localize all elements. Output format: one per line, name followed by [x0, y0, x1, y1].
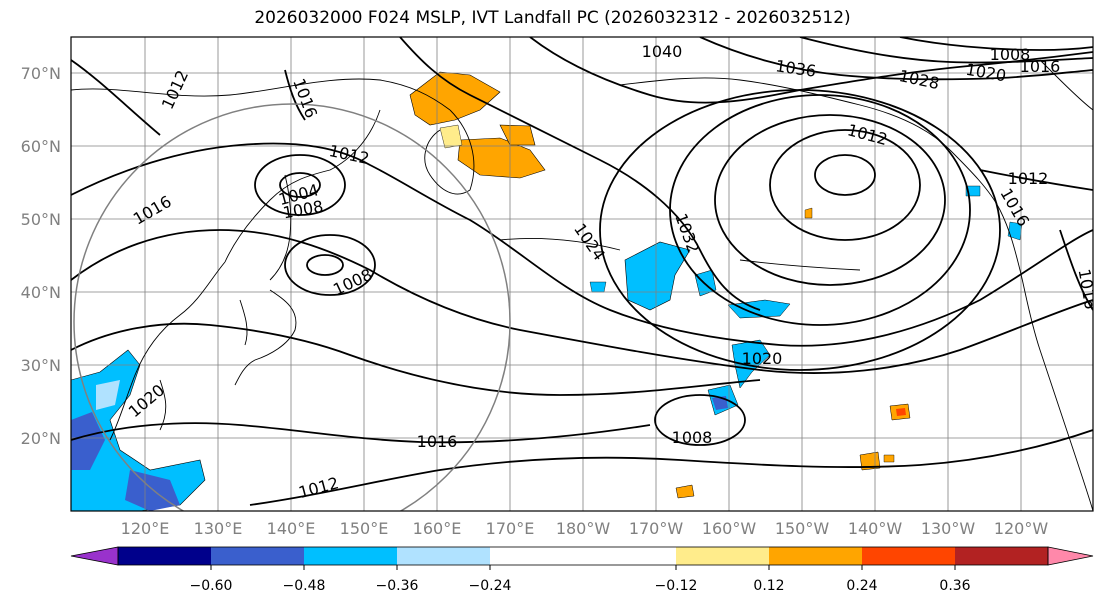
lon-label: 120°E [121, 519, 170, 538]
lat-label: 70°N [21, 64, 61, 83]
isobars [71, 37, 1093, 506]
lat-label: 30°N [21, 356, 61, 375]
colorbar-tick-label: 0.36 [939, 578, 970, 594]
colorbar-tick-label: 0.12 [753, 578, 784, 594]
lat-label: 60°N [21, 137, 61, 156]
lon-label: 180°W [556, 519, 611, 538]
lat-label: 20°N [21, 429, 61, 448]
lon-label: 140°W [848, 519, 903, 538]
colorbar-tick-label: −0.12 [655, 578, 698, 594]
isobar-label: 1012 [1008, 169, 1049, 188]
isobar-label: 1040 [642, 42, 683, 61]
colorbar-cell [118, 547, 212, 565]
map-title: 2026032000 F024 MSLP, IVT Landfall PC (2… [254, 8, 851, 28]
lat-label: 40°N [21, 283, 61, 302]
ivt-shading [71, 71, 1023, 511]
colorbar: −0.60 −0.48 −0.36 −0.24 −0.12 0.12 0.24 0.36 [70, 546, 1094, 594]
graticule [71, 37, 1093, 511]
colorbar-tick-label: −0.48 [283, 578, 326, 594]
colorbar-tick-label: −0.36 [376, 578, 419, 594]
lon-label: 170°W [629, 519, 684, 538]
colorbar-extend-low [71, 547, 118, 565]
lon-label: 130°W [921, 519, 976, 538]
colorbar-cell [769, 547, 863, 565]
longitude-labels: 120°E 130°E 140°E 150°E 160°E 170°E 180°… [121, 519, 1049, 538]
colorbar-cell [490, 547, 677, 565]
lat-label: 50°N [21, 210, 61, 229]
isobar-label: 1020 [742, 349, 783, 368]
lon-label: 120°W [994, 519, 1049, 538]
lon-label: 140°E [267, 519, 316, 538]
colorbar-extend-high [1048, 547, 1093, 565]
colorbar-cell [676, 547, 770, 565]
colorbar-cell [955, 547, 1049, 565]
lon-label: 130°E [194, 519, 243, 538]
colorbar-tick-label: −0.24 [469, 578, 512, 594]
colorbar-tick-label: 0.24 [846, 578, 877, 594]
isobar-label: 1008 [990, 45, 1031, 64]
isobar-label: 1016 [417, 432, 458, 451]
colorbar-cell [304, 547, 398, 565]
colorbar-cell [211, 547, 305, 565]
colorbar-cell [397, 547, 491, 565]
isobar-label: 1008 [672, 428, 713, 447]
lon-label: 150°E [340, 519, 389, 538]
isobar-label: 1016 [1020, 57, 1061, 76]
plot-frame [70, 36, 1094, 512]
latitude-labels: 70°N 60°N 50°N 40°N 30°N 20°N [21, 64, 61, 448]
lon-label: 160°W [702, 519, 757, 538]
colorbar-cell [862, 547, 956, 565]
lon-label: 170°E [486, 519, 535, 538]
lon-label: 150°W [775, 519, 830, 538]
plot-area [71, 37, 1093, 511]
range-circle [73, 103, 511, 511]
lon-label: 160°E [413, 519, 462, 538]
colorbar-tick-label: −0.60 [190, 578, 233, 594]
